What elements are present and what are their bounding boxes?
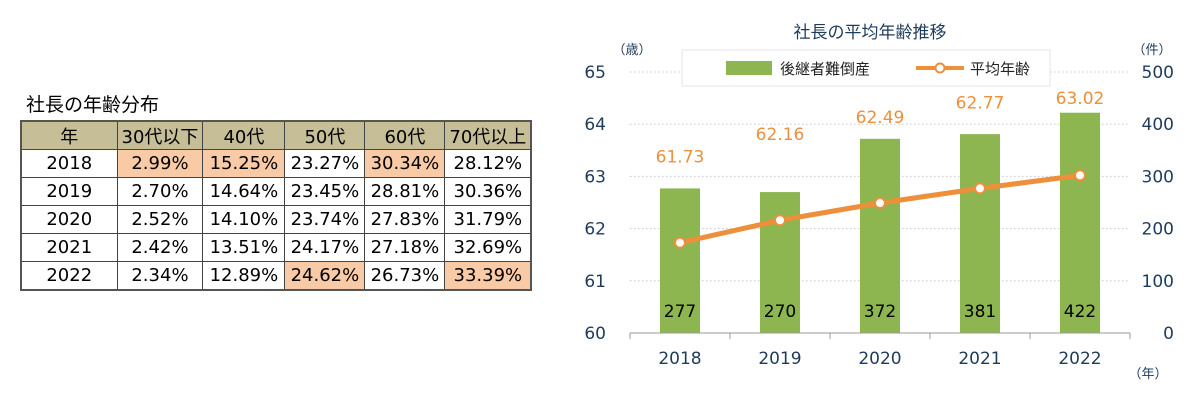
chart-legend: 後継者難倒産 平均年齢 (681, 49, 1051, 87)
table-year-cell: 2022 (20, 261, 118, 291)
table-cell: 23.74% (284, 205, 366, 234)
x-axis-tick-label: 2018 (658, 349, 701, 369)
table-cell: 2.99% (116, 149, 204, 178)
table-cell: 2.52% (116, 205, 204, 234)
table-year-cell: 2019 (20, 177, 118, 206)
table-cell: 32.69% (444, 233, 532, 262)
table-cell: 2.34% (116, 261, 204, 291)
legend-bar-swatch (726, 61, 772, 75)
left-axis-tick-label: 63 (584, 167, 606, 187)
axes: 60 61 62 63 64 65 0 100 200 300 400 500 2018 2019 2020… (584, 63, 1174, 369)
line-value-label: 62.16 (756, 125, 805, 145)
right-axis-unit: （件） (1132, 43, 1171, 58)
table-header-row: 年 30代以下 40代 50代 60代 70代以上 (20, 120, 532, 150)
table-row: 2019 2.70% 14.64% 23.45% 28.81% 30.36% (20, 177, 532, 206)
table-row: 2018 2.99% 15.25% 23.27% 30.34% 28.12% (20, 149, 532, 178)
right-axis-tick-label: 300 (1142, 167, 1174, 187)
table-year-cell: 2018 (20, 149, 118, 178)
table-header-cell: 70代以上 (444, 120, 532, 150)
bar (660, 188, 700, 333)
bar-series: 277 270 372 381 422 (660, 112, 1100, 333)
age-distribution-section: 社長の年齢分布 年 30代以下 40代 50代 60代 70代以上 2018 2.99% 15… (20, 92, 533, 291)
table-cell: 31.79% (444, 205, 532, 234)
x-axis-tick-label: 2019 (758, 349, 801, 369)
right-axis-tick-label: 100 (1142, 272, 1174, 292)
table-year-cell: 2020 (20, 205, 118, 234)
line-value-label: 61.73 (656, 148, 705, 168)
bar (1060, 112, 1100, 333)
bar-value-label: 422 (1064, 302, 1096, 322)
table-cell: 24.62% (284, 261, 366, 291)
table-header-cell: 30代以下 (116, 120, 204, 150)
line-point (1074, 169, 1086, 182)
table-header-cell: 年 (20, 120, 118, 150)
right-axis-tick-label: 500 (1142, 63, 1174, 83)
table-cell: 2.42% (116, 233, 204, 262)
table-cell: 14.10% (202, 205, 286, 234)
bar (860, 138, 900, 333)
table-cell: 28.12% (444, 149, 532, 178)
x-axis-tick-label: 2022 (1058, 349, 1101, 369)
line-value-label: 63.02 (1056, 89, 1105, 109)
age-distribution-table: 年 30代以下 40代 50代 60代 70代以上 2018 2.99% 15.25% 23.2… (20, 120, 533, 291)
table-cell: 27.18% (364, 233, 446, 262)
table-body: 2018 2.99% 15.25% 23.27% 30.34% 28.12% 2019 2.7… (20, 149, 532, 291)
table-row: 2020 2.52% 14.10% 23.74% 27.83% 31.79% (20, 205, 532, 234)
table-cell: 23.45% (284, 177, 366, 206)
left-axis-tick-label: 60 (584, 324, 606, 344)
left-axis-tick-label: 62 (584, 220, 606, 240)
table-header-cell: 40代 (202, 120, 286, 150)
legend-bar-label: 後継者難倒産 (780, 60, 870, 78)
bar (960, 134, 1000, 333)
table-title: 社長の年齢分布 (26, 94, 160, 116)
x-axis-unit: （年） (1128, 367, 1167, 382)
table-row: 2022 2.34% 12.89% 24.62% 26.73% 33.39% (20, 261, 532, 291)
right-axis-tick-label: 200 (1142, 220, 1174, 240)
right-axis-tick-label: 0 (1163, 324, 1174, 344)
average-age-chart: 社長の平均年齢推移 （歳） （件） （年） 277 270 372 381 422 61… (584, 23, 1174, 382)
table-header-cell: 50代 (284, 120, 366, 150)
left-axis-tick-label: 65 (584, 63, 606, 83)
left-axis-tick-label: 61 (584, 272, 606, 292)
legend-line-marker (934, 62, 946, 74)
legend-line-label: 平均年齢 (970, 60, 1030, 78)
table-cell: 33.39% (444, 261, 532, 291)
bar-value-label: 381 (964, 302, 996, 322)
bar-value-label: 277 (664, 302, 696, 322)
line-point (674, 236, 686, 249)
x-axis-tick-label: 2021 (958, 349, 1001, 369)
table-header-cell: 60代 (364, 120, 446, 150)
line-value-label: 62.49 (856, 108, 905, 128)
table-year-cell: 2021 (20, 233, 118, 262)
table-cell: 28.81% (364, 177, 446, 206)
left-axis-unit: （歳） (612, 43, 651, 58)
table-cell: 15.25% (202, 149, 286, 178)
line-series: 61.73 62.16 62.49 62.77 63.02 (656, 89, 1105, 249)
table-cell: 2.70% (116, 177, 204, 206)
line-point (774, 214, 786, 227)
table-cell: 30.36% (444, 177, 532, 206)
line-point (974, 182, 986, 195)
right-axis-tick-label: 400 (1142, 115, 1174, 135)
bar-value-label: 270 (764, 302, 796, 322)
table-cell: 30.34% (364, 149, 446, 178)
table-row: 2021 2.42% 13.51% 24.17% 27.18% 32.69% (20, 233, 532, 262)
bar-value-label: 372 (864, 302, 896, 322)
table-cell: 27.83% (364, 205, 446, 234)
chart-title: 社長の平均年齢推移 (794, 23, 947, 43)
table-cell: 26.73% (364, 261, 446, 291)
table-cell: 24.17% (284, 233, 366, 262)
table-cell: 13.51% (202, 233, 286, 262)
line-point (874, 197, 886, 210)
table-cell: 12.89% (202, 261, 286, 291)
table-cell: 23.27% (284, 149, 366, 178)
left-axis-tick-label: 64 (584, 115, 606, 135)
table-cell: 14.64% (202, 177, 286, 206)
line-value-label: 62.77 (956, 93, 1005, 113)
x-axis-tick-label: 2020 (858, 349, 901, 369)
